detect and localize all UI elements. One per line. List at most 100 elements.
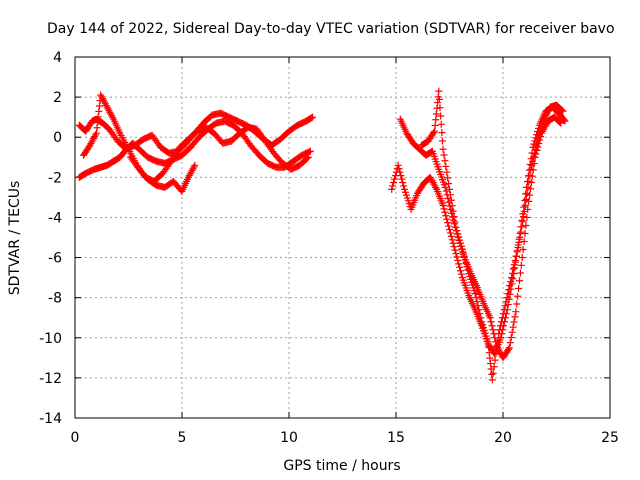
data-point: [390, 178, 398, 186]
data-point: [500, 306, 508, 314]
x-axis-label: GPS time / hours: [283, 458, 400, 474]
data-point: [485, 349, 493, 357]
data-point: [94, 118, 102, 126]
y-tick-label: -12: [39, 371, 62, 387]
series-track-b: [75, 117, 314, 181]
data-point: [459, 249, 467, 257]
data-point: [446, 229, 454, 237]
data-point: [518, 216, 526, 224]
data-point: [529, 157, 537, 165]
data-point: [399, 178, 407, 186]
y-tick-label: 4: [53, 50, 62, 66]
data-point: [449, 207, 457, 215]
data-point: [449, 216, 457, 224]
data-point: [488, 370, 496, 378]
x-tick-label: 5: [178, 430, 187, 446]
data-point: [523, 213, 531, 221]
data-point: [452, 250, 460, 258]
data-point: [561, 117, 569, 125]
data-point: [486, 354, 494, 362]
data-point: [453, 253, 461, 261]
data-point: [448, 202, 456, 210]
data-point: [166, 159, 174, 167]
data-point: [443, 168, 451, 176]
data-point: [559, 107, 567, 115]
x-tick-label: 10: [280, 430, 298, 446]
data-point: [518, 254, 526, 262]
y-tick-label: -10: [39, 331, 62, 347]
data-point: [394, 161, 402, 169]
data-point: [516, 233, 524, 241]
data-point: [505, 345, 513, 353]
plot-frame: [74, 56, 611, 419]
data-point: [514, 244, 522, 252]
data-point: [558, 106, 566, 114]
data-point: [441, 183, 449, 191]
data-point: [304, 153, 312, 161]
data-point: [508, 328, 516, 336]
data-point: [93, 124, 101, 132]
data-point: [94, 113, 102, 121]
data-point: [475, 306, 483, 314]
data-point: [444, 195, 452, 203]
data-point: [472, 294, 480, 302]
data-point: [431, 127, 439, 135]
data-point: [439, 201, 447, 209]
data-point: [440, 151, 448, 159]
series-track-d: [127, 153, 199, 195]
data-point: [471, 290, 479, 298]
data-point: [432, 116, 440, 124]
data-point: [511, 313, 519, 321]
data-point: [438, 129, 446, 137]
data-point: [454, 256, 462, 264]
data-point: [531, 145, 539, 153]
data-point: [516, 269, 524, 277]
data-point: [486, 314, 494, 322]
gridlines: [75, 57, 610, 418]
data-point: [450, 213, 458, 221]
data-point: [489, 369, 497, 377]
data-point: [517, 261, 525, 269]
data-point: [476, 310, 484, 318]
data-point: [190, 163, 198, 171]
data-point: [444, 219, 452, 227]
data-point: [456, 263, 464, 271]
data-point: [306, 147, 314, 155]
y-axis-label: SDTVAR / TECUs: [7, 181, 23, 296]
data-point: [449, 239, 457, 247]
data-point: [505, 344, 513, 352]
data-point: [498, 314, 506, 322]
data-point: [499, 310, 507, 318]
data-point: [441, 157, 449, 165]
data-point: [530, 149, 538, 157]
data-point: [557, 119, 565, 127]
data-point: [496, 326, 504, 334]
data-point: [517, 228, 525, 236]
data-point: [91, 131, 99, 139]
data-point: [519, 246, 527, 254]
data-point: [495, 330, 503, 338]
data-point: [455, 233, 463, 241]
data-point: [488, 322, 496, 330]
data-point: [492, 350, 500, 358]
x-tick-label: 0: [71, 430, 80, 446]
data-point: [455, 260, 463, 268]
y-tick-label: -4: [48, 210, 62, 226]
data-point: [437, 120, 445, 128]
data-point: [489, 326, 497, 334]
data-point: [560, 116, 568, 124]
data-point: [521, 201, 529, 209]
data-point: [390, 175, 398, 183]
data-point: [501, 302, 509, 310]
y-tick-label: 0: [53, 130, 62, 146]
data-point: [556, 118, 564, 126]
data-point: [398, 175, 406, 183]
data-point: [490, 363, 498, 371]
data-point: [474, 302, 482, 310]
data-point: [518, 223, 526, 231]
data-point: [454, 230, 462, 238]
data-point: [510, 261, 518, 269]
data-point: [504, 290, 512, 298]
data-point: [522, 195, 530, 203]
